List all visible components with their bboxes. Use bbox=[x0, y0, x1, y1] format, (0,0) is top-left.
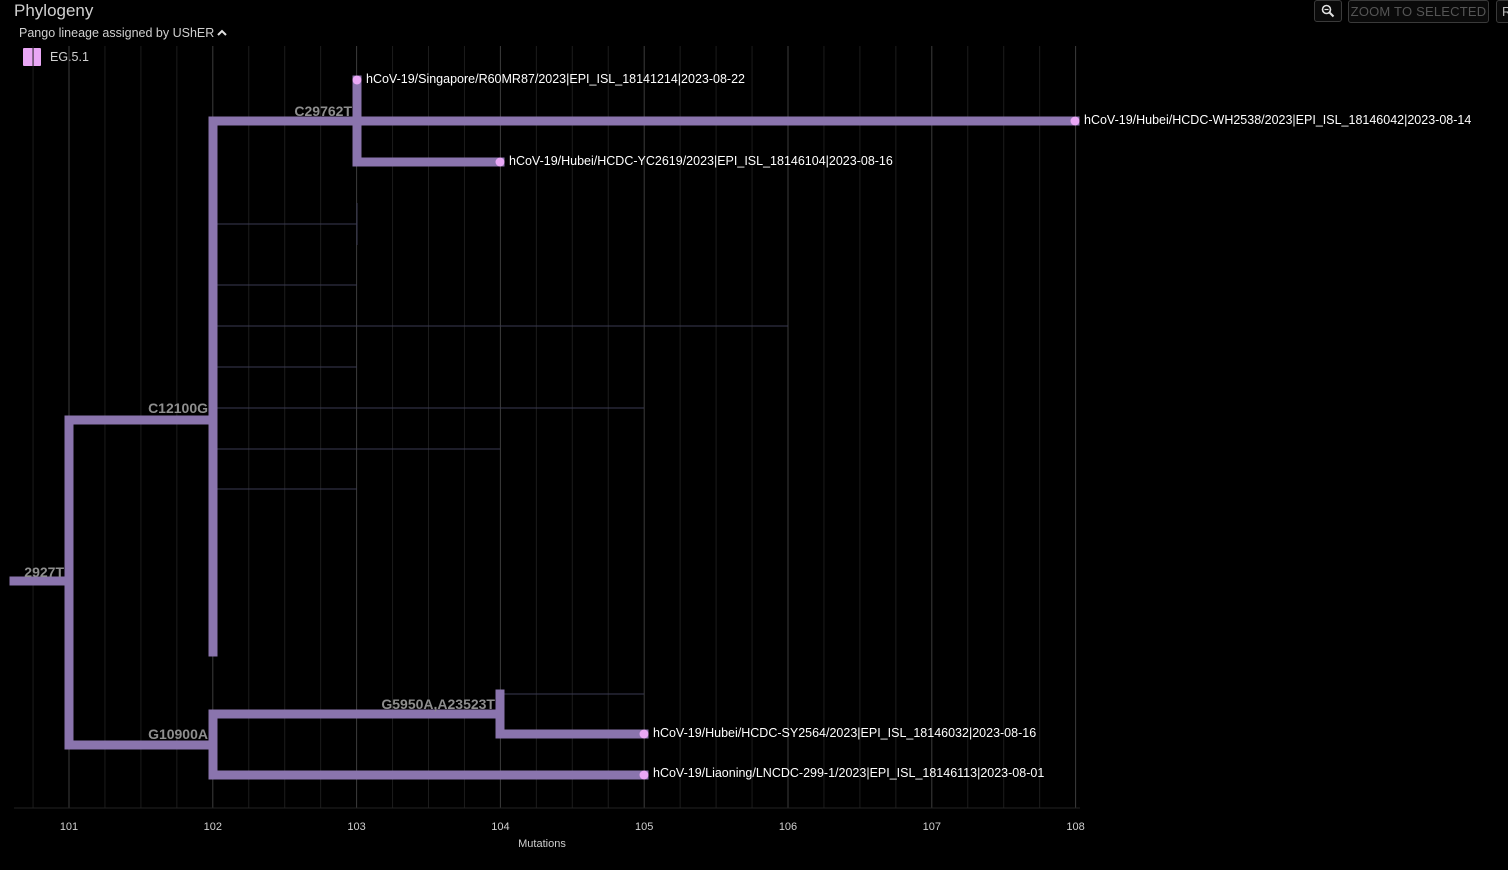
branch-label-g10900a: G10900A bbox=[148, 726, 208, 742]
x-tick-label: 103 bbox=[347, 821, 365, 833]
x-tick-label: 104 bbox=[491, 821, 509, 833]
tip-labels: hCoV-19/Singapore/R60MR87/2023|EPI_ISL_1… bbox=[366, 72, 1471, 780]
tree-branches bbox=[9, 75, 1080, 780]
x-tick-label: 101 bbox=[60, 821, 78, 833]
tip-nodes[interactable] bbox=[352, 75, 1080, 780]
tip-label-yc2619[interactable]: hCoV-19/Hubei/HCDC-YC2619/2023|EPI_ISL_1… bbox=[509, 154, 893, 168]
legend-toggle[interactable]: Pango lineage assigned by UShER bbox=[19, 26, 228, 40]
tip-label-wh2538[interactable]: hCoV-19/Hubei/HCDC-WH2538/2023|EPI_ISL_1… bbox=[1084, 113, 1471, 127]
zoom-to-selected-button[interactable]: ZOOM TO SELECTED bbox=[1348, 0, 1489, 23]
tip-label-singapore[interactable]: hCoV-19/Singapore/R60MR87/2023|EPI_ISL_1… bbox=[366, 72, 745, 86]
branch-labels: C29762T C12100G 2927T G5950A,A23523T G10… bbox=[24, 103, 495, 742]
zoom-button[interactable] bbox=[1314, 0, 1342, 22]
tip-node-lncdc[interactable] bbox=[639, 770, 649, 780]
x-tick-label: 105 bbox=[635, 821, 653, 833]
branch-label-g5950a-a23523t: G5950A,A23523T bbox=[381, 696, 495, 712]
chevron-up-icon bbox=[217, 29, 227, 36]
tip-node-sy2564[interactable] bbox=[639, 729, 649, 739]
x-axis-title: Mutations bbox=[518, 838, 566, 850]
legend-title: Pango lineage assigned by UShER bbox=[19, 26, 215, 40]
magnifier-icon bbox=[1321, 4, 1335, 18]
tip-node-wh2538[interactable] bbox=[1070, 116, 1080, 126]
branch-label-c29762t: C29762T bbox=[294, 103, 352, 119]
x-tick-label: 106 bbox=[779, 821, 797, 833]
tip-label-sy2564[interactable]: hCoV-19/Hubei/HCDC-SY2564/2023|EPI_ISL_1… bbox=[653, 726, 1036, 740]
x-tick-label: 108 bbox=[1066, 821, 1084, 833]
tip-node-yc2619[interactable] bbox=[495, 157, 505, 167]
panel-title: Phylogeny bbox=[14, 1, 94, 20]
x-tick-label: 107 bbox=[923, 821, 941, 833]
branch-label-c12100g: C12100G bbox=[148, 400, 208, 416]
collapsed-branches bbox=[213, 203, 788, 695]
x-tick-label: 102 bbox=[204, 821, 222, 833]
tip-node-singapore[interactable] bbox=[352, 75, 362, 85]
x-axis: Mutations 101 102 103 104 105 106 107 108 bbox=[14, 807, 1085, 850]
branch-label-root: 2927T bbox=[24, 564, 64, 580]
tip-label-lncdc[interactable]: hCoV-19/Liaoning/LNCDC-299-1/2023|EPI_IS… bbox=[653, 766, 1044, 780]
legend-swatch bbox=[23, 48, 41, 66]
grid-lines bbox=[32, 46, 1077, 808]
reset-layout-button[interactable]: R bbox=[1496, 0, 1508, 23]
